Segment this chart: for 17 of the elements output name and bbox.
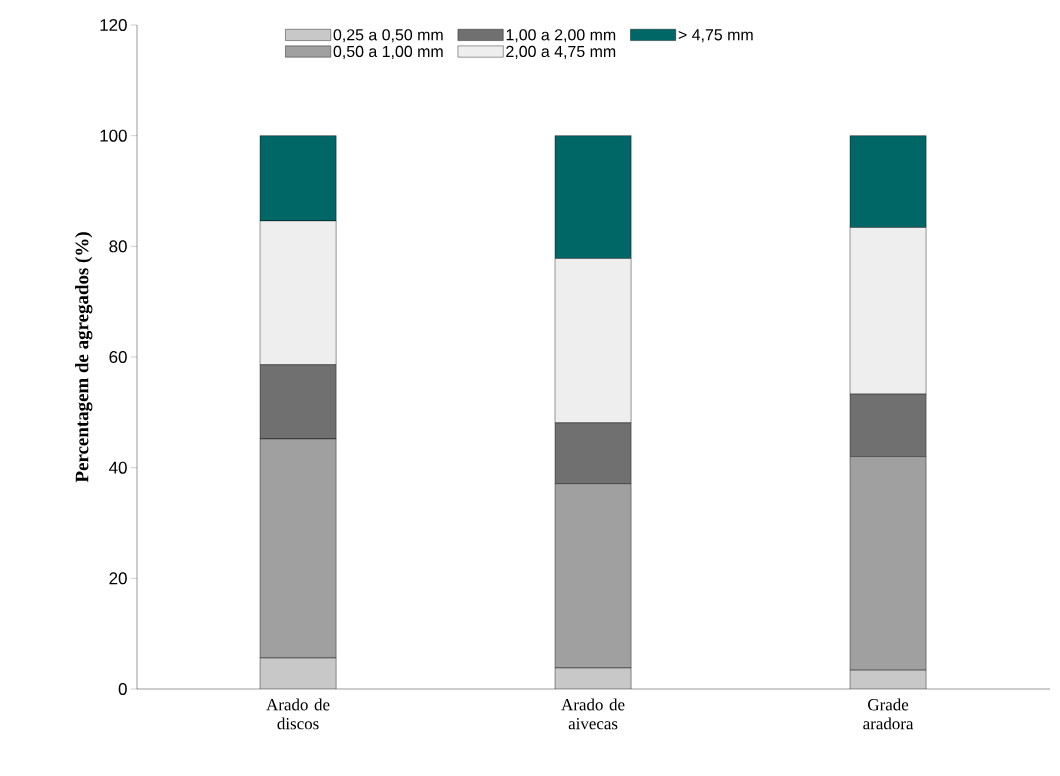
y-tick-label: 80 — [109, 240, 127, 253]
legend-label: 1,00 a 2,00 mm — [506, 29, 616, 43]
y-tick-label: 40 — [109, 461, 127, 474]
legend-label: > 4,75 mm — [678, 29, 753, 43]
y-tick-label: 120 — [100, 18, 127, 31]
x-tick-label: Arado de aivecas — [561, 698, 625, 730]
bar — [260, 658, 337, 689]
x-tick-label: Grade aradora — [863, 698, 914, 730]
legend-label: 0,25 a 0,50 mm — [333, 29, 443, 43]
legend-label: 0,50 a 1,00 mm — [333, 45, 443, 59]
y-tick-label: 0 — [118, 683, 127, 695]
y-tick-label: 100 — [100, 129, 127, 142]
y-axis-title: Percentagem de agregados (%) — [75, 232, 93, 483]
x-tick-label: Arado de discos — [266, 698, 330, 730]
legend-label: 2,00 a 4,75 mm — [506, 45, 616, 59]
y-tick-label: 60 — [109, 351, 127, 363]
y-tick-label: 20 — [109, 572, 127, 585]
